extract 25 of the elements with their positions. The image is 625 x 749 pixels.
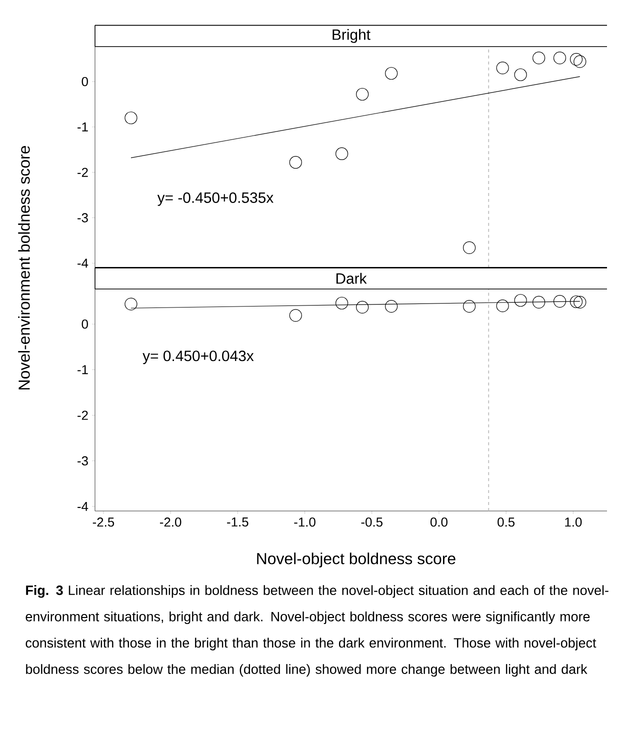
x-tick-label: 1.0: [565, 518, 582, 527]
x-tick-label: -1.5: [227, 518, 248, 527]
y-tick-label: -1: [78, 365, 88, 374]
x-axis-title: Novel-object boldness score: [257, 552, 456, 568]
y-tick-label: -4: [78, 502, 88, 511]
chart-title: Dark: [336, 272, 367, 284]
x-tick-label: -0.5: [361, 518, 382, 527]
y-tick-label: 0: [82, 320, 88, 329]
y-tick-label: -2: [78, 410, 88, 420]
x-tick-label: -2.5: [92, 518, 114, 527]
y-tick-label: -3: [78, 456, 88, 466]
annotation: y= -0.450+0.535x: [157, 192, 274, 206]
y-tick-label: -2: [78, 168, 88, 177]
y-tick-label: 0: [82, 76, 88, 86]
y-axis-title: Novel-environment boldness score: [18, 146, 30, 390]
y-tick-label: -3: [78, 213, 88, 222]
text: Fig. 3 Linear relationships in boldness between the novel-object situation and each of the novel-environment situations, bright and dark. Novel-object boldness scores were significantly more consistent with those in the bright than those in the dark environment. Those with novel-object boldness scores below the median (dotted line) showed more change between light and dark: [26, 585, 608, 677]
x-tick-label: -1.0: [294, 518, 316, 527]
y-tick-label: -1: [78, 122, 88, 132]
x-tick-label: 0.5: [498, 518, 515, 527]
y-tick-label: -4: [78, 258, 88, 268]
annotation: y= 0.450+0.043x: [142, 350, 254, 364]
x-tick-label: 0.0: [430, 518, 448, 527]
x-tick-label: -2.0: [160, 518, 182, 527]
chart-title: Bright: [332, 28, 370, 43]
